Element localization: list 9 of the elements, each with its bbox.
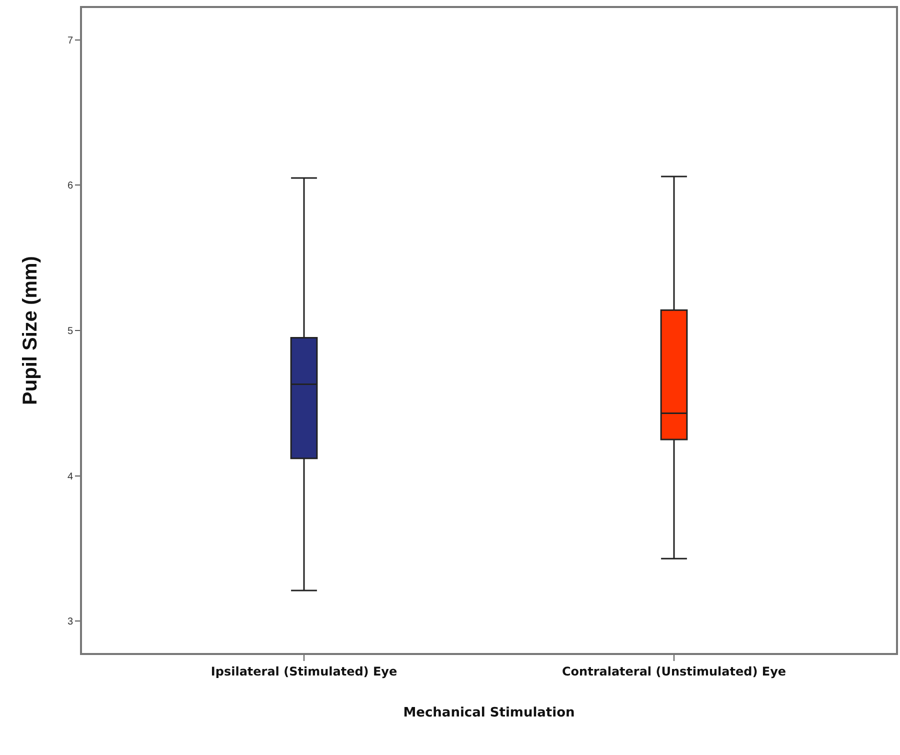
y-tick-label: 5: [67, 326, 74, 337]
y-tick-label: 7: [67, 35, 74, 46]
y-tick-label: 6: [67, 180, 74, 192]
y-tick-label: 3: [67, 616, 74, 628]
x-axis-title: Mechanical Stimulation: [403, 706, 575, 720]
y-axis-title: Pupil Size (mm): [19, 256, 42, 405]
x-tick-label: Ipsilateral (Stimulated) Eye: [210, 664, 398, 678]
x-tick-label: Contralateral (Unstimulated) Eye: [562, 664, 786, 678]
y-tick-label: 4: [67, 471, 74, 482]
